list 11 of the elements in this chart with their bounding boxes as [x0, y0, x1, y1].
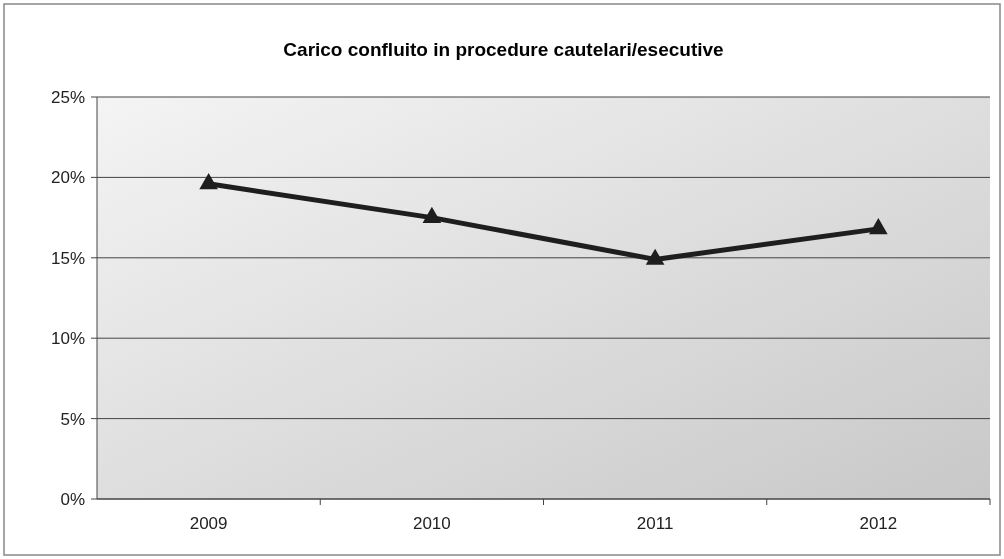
y-tick-label: 15%: [50, 248, 85, 268]
x-tick-label: 2009: [189, 514, 228, 533]
chart-title: Carico confluito in procedure cautelari/esecutive: [283, 39, 724, 60]
x-tick-label: 2012: [859, 514, 898, 533]
y-tick-label: 5%: [60, 409, 85, 429]
x-tick-label: 2010: [412, 514, 451, 533]
x-tick-label: 2011: [636, 514, 674, 533]
y-tick-label: 20%: [50, 168, 85, 188]
y-tick-label: 0%: [60, 489, 85, 509]
y-tick-label: 25%: [50, 87, 85, 107]
y-tick-label: 10%: [50, 329, 85, 349]
